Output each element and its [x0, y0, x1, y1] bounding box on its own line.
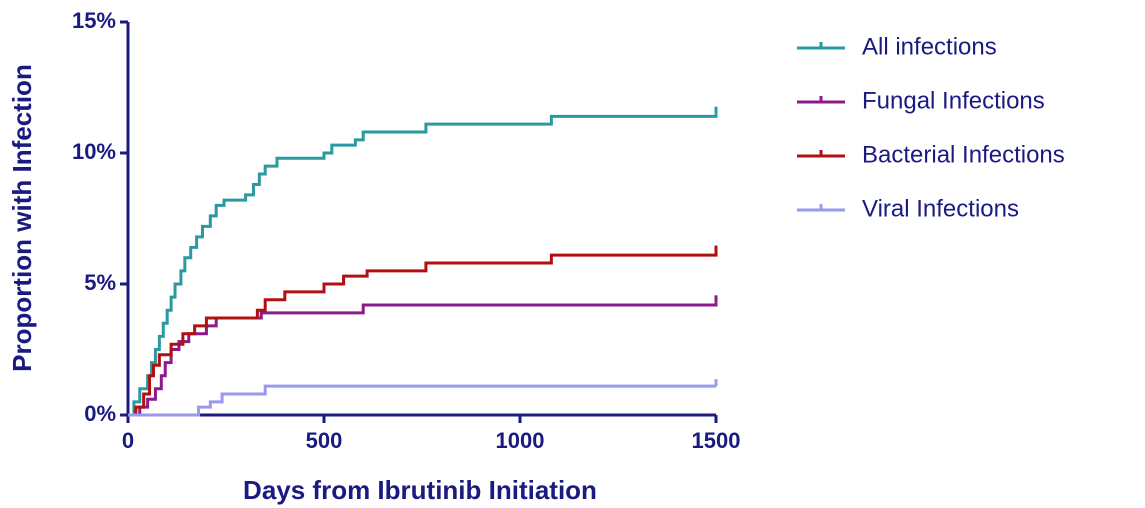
x-axis-title: Days from Ibrutinib Initiation	[243, 475, 597, 505]
x-tick-label: 500	[306, 428, 343, 453]
x-tick-label: 1500	[692, 428, 741, 453]
series-line	[128, 252, 718, 417]
y-tick-label: 15%	[72, 8, 116, 33]
x-tick-label: 0	[122, 428, 134, 453]
legend-label: Fungal Infections	[862, 87, 1045, 114]
y-tick-label: 0%	[84, 401, 116, 426]
series-line	[128, 113, 718, 417]
y-tick-label: 5%	[84, 270, 116, 295]
legend-label: All infections	[862, 33, 997, 60]
legend-label: Viral Infections	[862, 195, 1019, 222]
x-tick-label: 1000	[496, 428, 545, 453]
y-axis-title: Proportion with Infection	[7, 64, 37, 372]
series-line	[128, 302, 718, 417]
y-tick-label: 10%	[72, 139, 116, 164]
series-line	[128, 384, 716, 417]
legend-label: Bacterial Infections	[862, 141, 1065, 168]
